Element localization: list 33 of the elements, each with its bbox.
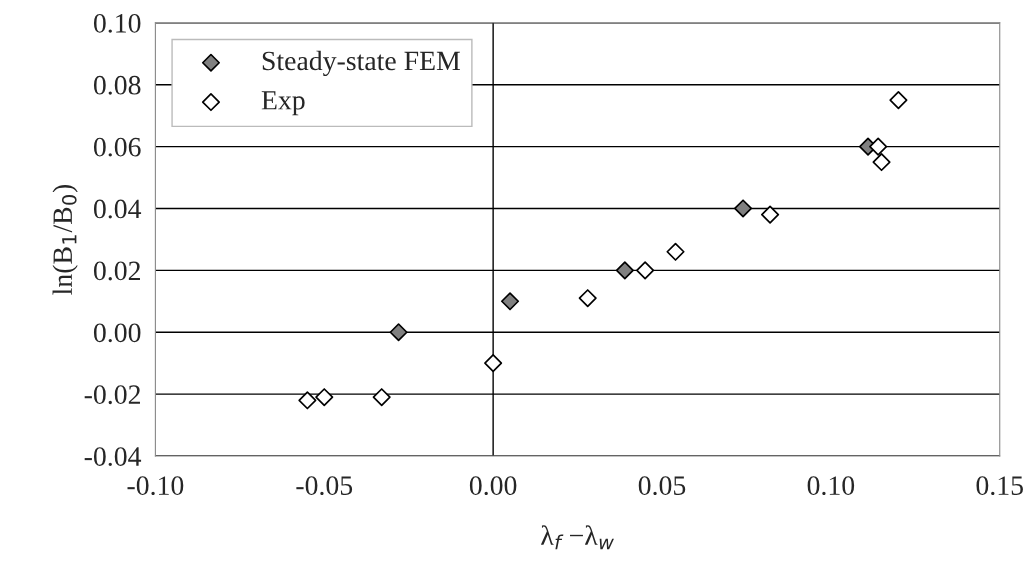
- x-axis-title: λ$_{f}$ −λ$_{w}$: [541, 525, 614, 550]
- point: [734, 199, 753, 218]
- point: [636, 261, 655, 280]
- point: [872, 152, 891, 172]
- y-tick-label: 0.00: [93, 323, 141, 343]
- y-tick-label: -0.02: [84, 385, 140, 405]
- point: [298, 391, 317, 410]
- y-tick-label: -0.04: [84, 447, 142, 467]
- point: [500, 292, 520, 311]
- y-tick-label: 0.08: [93, 75, 141, 95]
- x-tick-label: 0.15: [976, 476, 1023, 496]
- point: [889, 91, 908, 110]
- y-tick-label: 0.04: [93, 199, 142, 219]
- point: [615, 261, 634, 280]
- point: [666, 242, 685, 261]
- x-tick-label: 0.00: [469, 476, 517, 496]
- x-tick-label: -0.10: [127, 476, 184, 496]
- point: [578, 289, 597, 308]
- y-tick-label: 0.02: [93, 261, 140, 281]
- x-tick-label: -0.05: [296, 476, 353, 496]
- x-tick-label: 0.05: [638, 476, 686, 496]
- y-tick-label: 0.06: [93, 137, 141, 157]
- point: [869, 137, 888, 156]
- point: [315, 388, 334, 407]
- point: [372, 388, 391, 407]
- x-tick-label: 0.10: [807, 476, 855, 496]
- point: [761, 205, 780, 224]
- legend-label: Steady-state FEM: [262, 50, 460, 77]
- legend-label: Exp: [261, 91, 305, 116]
- point: [484, 354, 503, 373]
- y-axis-title: ln(B$_{1}$/B$_{0}$): [52, 184, 78, 295]
- y-tick-label: 0.10: [93, 13, 141, 33]
- point: [389, 323, 408, 342]
